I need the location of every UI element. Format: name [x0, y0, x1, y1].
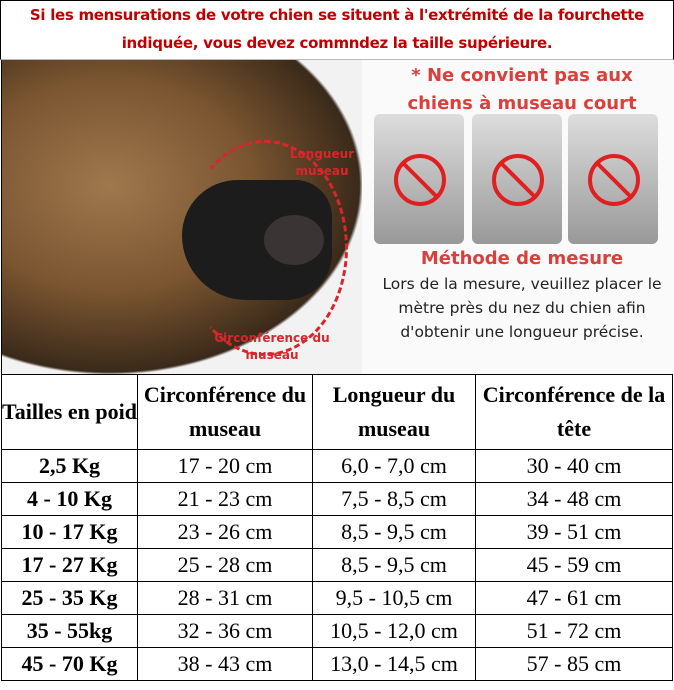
- prohibited-icon: [588, 154, 640, 206]
- column-header: Tailles en poid: [1, 374, 138, 450]
- table-cell: 6,0 - 7,0 cm: [312, 449, 476, 483]
- column-header: Longueur du museau: [312, 374, 476, 450]
- circumference-label: Circonférence du museau: [214, 331, 330, 362]
- pitbull-thumb: [472, 114, 562, 244]
- table-cell: 45 - 59 cm: [475, 548, 673, 582]
- table-cell: 30 - 40 cm: [475, 449, 673, 483]
- size-advice-banner: Si les mensurations de votre chien se si…: [0, 0, 674, 60]
- table-cell: 57 - 85 cm: [475, 647, 673, 681]
- prohibited-icon: [394, 154, 446, 206]
- table-cell: 9,5 - 10,5 cm: [312, 581, 476, 615]
- bulldog-thumb: [374, 114, 464, 244]
- table-row: 2,5 Kg 17 - 20 cm 6,0 - 7,0 cm 30 - 40 cm: [1, 449, 673, 483]
- table-cell: 8,5 - 9,5 cm: [312, 515, 476, 549]
- table-header: Tailles en poid Circonférence du museau Lo…: [1, 374, 673, 450]
- table-row: 17 - 27 Kg 25 - 28 cm 8,5 - 9,5 cm 45 - 59 …: [1, 548, 673, 582]
- table-cell: 45 - 70 Kg: [1, 647, 138, 681]
- length-label: Longueur museau: [289, 147, 355, 178]
- table-cell: 32 - 36 cm: [137, 614, 313, 648]
- product-photo: Longueur museau Circonférence du museau …: [1, 60, 674, 374]
- table-cell: 10 - 17 Kg: [1, 515, 138, 549]
- column-header: Circonférence du museau: [137, 374, 313, 450]
- short-muzzle-warning: * Ne convient pas aux chiens à museau co…: [407, 65, 637, 114]
- pug-thumb: [568, 114, 658, 244]
- table-cell: 8,5 - 9,5 cm: [312, 548, 476, 582]
- table-cell: 10,5 - 12,0 cm: [312, 614, 476, 648]
- table-cell: 28 - 31 cm: [137, 581, 313, 615]
- table-cell: 23 - 26 cm: [137, 515, 313, 549]
- size-table: Tailles en poid Circonférence du museau Lo…: [1, 374, 673, 681]
- method-text: Lors de la mesure, veuillez placer le mè…: [382, 275, 662, 341]
- table-cell: 38 - 43 cm: [137, 647, 313, 681]
- table-cell: 34 - 48 cm: [475, 482, 673, 516]
- table-row: 10 - 17 Kg 23 - 26 cm 8,5 - 9,5 cm 39 - 51 …: [1, 515, 673, 549]
- table-row: 25 - 35 Kg 28 - 31 cm 9,5 - 10,5 cm 47 - 61…: [1, 581, 673, 615]
- banner-line-2: indiquée, vous devez commndez la taille …: [121, 34, 553, 52]
- table-cell: 21 - 23 cm: [137, 482, 313, 516]
- table-cell: 13,0 - 14,5 cm: [312, 647, 476, 681]
- table-row: 45 - 70 Kg 38 - 43 cm 13,0 - 14,5 cm 57 - 8…: [1, 647, 673, 681]
- column-header: Circonférence de la tête: [475, 374, 673, 450]
- table-row: 35 - 55kg 32 - 36 cm 10,5 - 12,0 cm 51 - 72…: [1, 614, 673, 648]
- table-cell: 2,5 Kg: [1, 449, 138, 483]
- table-cell: 39 - 51 cm: [475, 515, 673, 549]
- measure-arc: [182, 140, 348, 356]
- table-cell: 7,5 - 8,5 cm: [312, 482, 476, 516]
- table-cell: 17 - 27 Kg: [1, 548, 138, 582]
- prohibited-icon: [492, 154, 544, 206]
- banner-line-1: Si les mensurations de votre chien se si…: [29, 6, 645, 24]
- table-cell: 51 - 72 cm: [475, 614, 673, 648]
- table-cell: 35 - 55kg: [1, 614, 138, 648]
- table-cell: 25 - 35 Kg: [1, 581, 138, 615]
- table-cell: 25 - 28 cm: [137, 548, 313, 582]
- table-cell: 4 - 10 Kg: [1, 482, 138, 516]
- table-cell: 47 - 61 cm: [475, 581, 673, 615]
- table-row: 4 - 10 Kg 21 - 23 cm 7,5 - 8,5 cm 34 - 48 c…: [1, 482, 673, 516]
- method-title: Méthode de mesure: [420, 248, 624, 269]
- table-cell: 17 - 20 cm: [137, 449, 313, 483]
